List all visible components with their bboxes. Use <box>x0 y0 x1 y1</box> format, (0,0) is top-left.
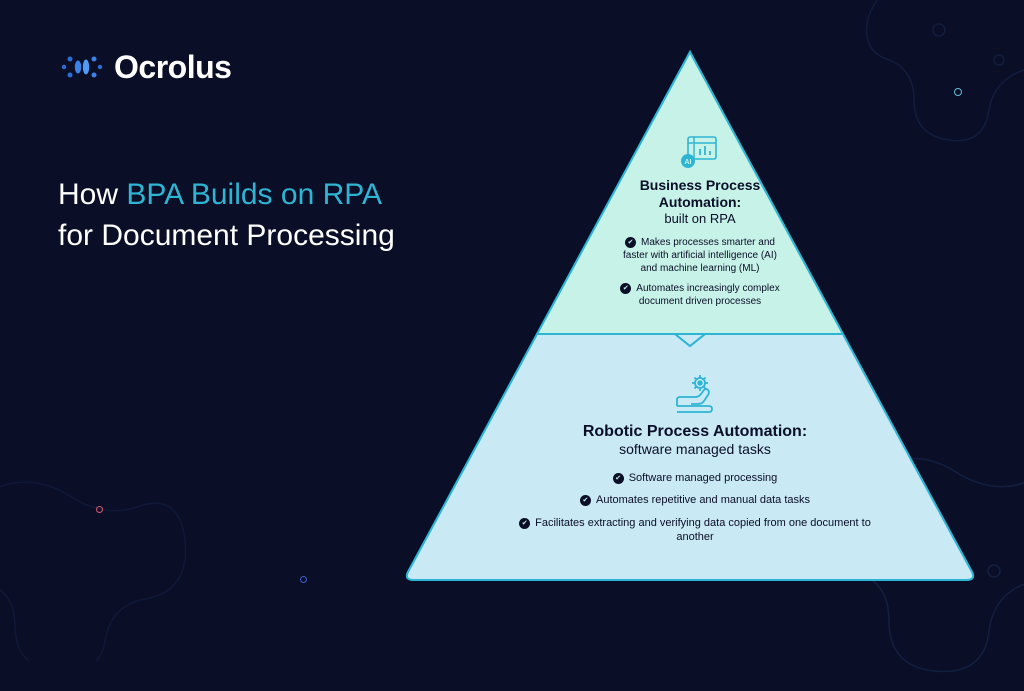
tier-title: Business Process Automation: <box>610 177 790 211</box>
bullet-item: Automates repetitive and manual data tas… <box>505 493 885 507</box>
page-headline: How BPA Builds on RPA for Document Proce… <box>58 175 395 256</box>
bullet-item: Facilitates extracting and verifying dat… <box>505 516 885 545</box>
bullet-item: Makes processes smarter and faster with … <box>610 236 790 275</box>
bullet-item: Automates increasingly complex document … <box>610 282 790 308</box>
logo-text: Ocrolus <box>114 49 231 86</box>
decoration-small-circle <box>96 506 103 513</box>
svg-text:AI: AI <box>685 159 692 166</box>
ai-chart-icon: AI <box>610 135 790 169</box>
pyramid-diagram: AI Business Process Automation: built on… <box>390 40 990 600</box>
tier-bullets: Software managed processing Automates re… <box>505 471 885 544</box>
pyramid-tier-bpa: AI Business Process Automation: built on… <box>610 135 790 315</box>
tier-subtitle: software managed tasks <box>505 441 885 457</box>
headline-accent: BPA Builds on RPA <box>126 178 382 211</box>
tier-bullets: Makes processes smarter and faster with … <box>610 236 790 308</box>
logo-mark-icon <box>58 48 104 86</box>
tier-title: Robotic Process Automation: <box>505 422 885 441</box>
decoration-bottom-left <box>0 461 200 661</box>
tier-subtitle: built on RPA <box>610 211 790 226</box>
headline-line1-prefix: How <box>58 178 126 211</box>
brand-logo: Ocrolus <box>58 48 231 86</box>
bullet-item: Software managed processing <box>505 471 885 485</box>
hand-gear-icon <box>505 372 885 414</box>
pyramid-tier-rpa: Robotic Process Automation: software man… <box>505 372 885 552</box>
headline-line2: for Document Processing <box>58 219 395 252</box>
decoration-small-circle <box>300 576 307 583</box>
